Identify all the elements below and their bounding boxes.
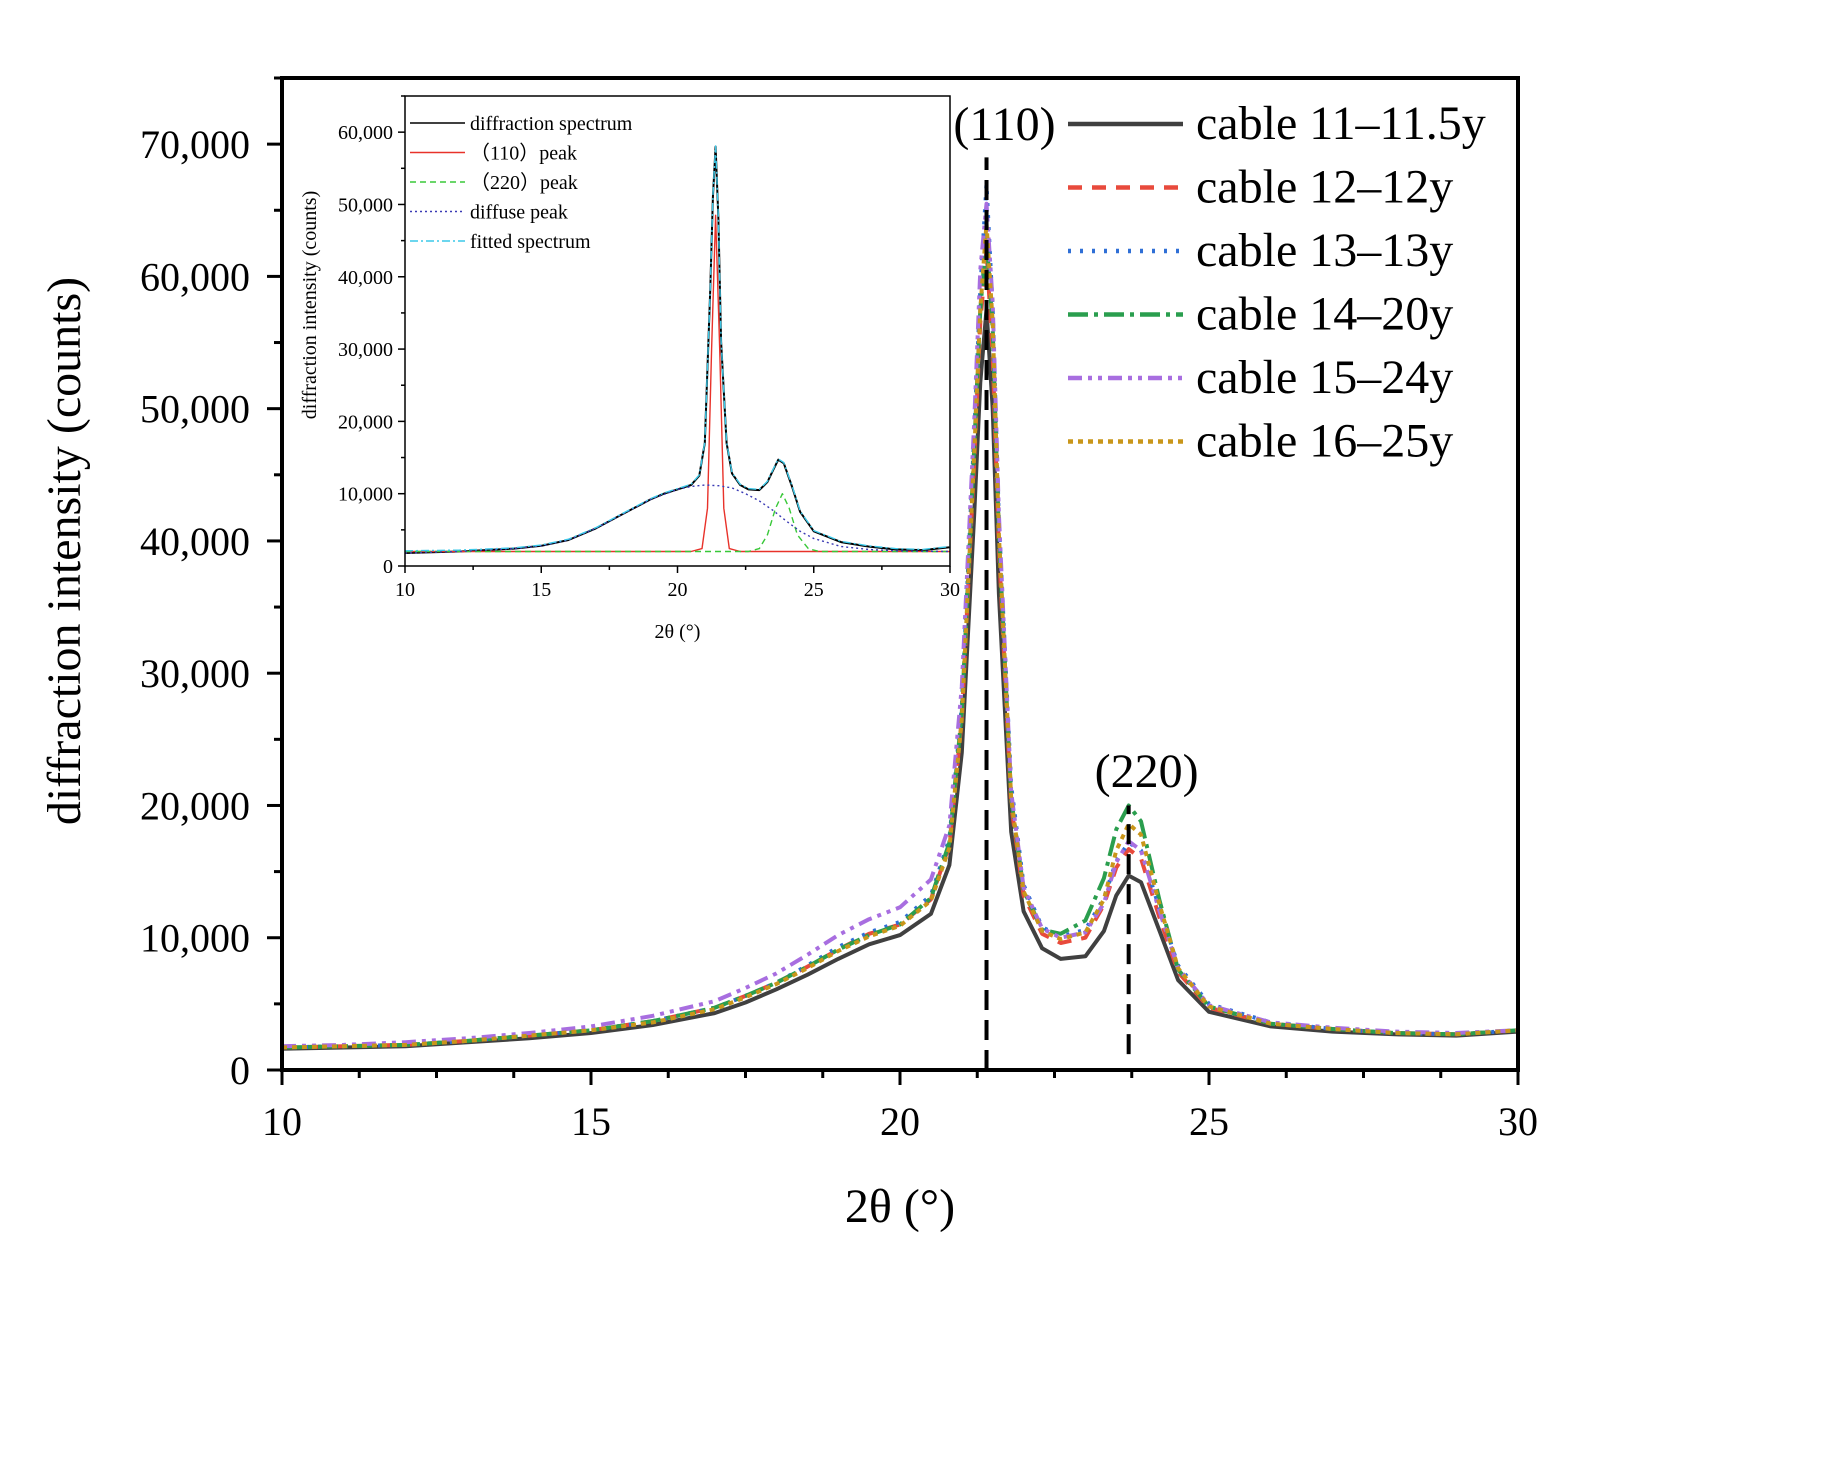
- legend-label-cable-15-24y: cable 15–24y: [1196, 351, 1453, 404]
- inset-x-axis-title: 2θ (°): [655, 621, 701, 643]
- inset-legend-label-diffraction-spectrum: diffraction spectrum: [470, 113, 633, 135]
- y-tick-label: 30,000: [140, 651, 250, 696]
- legend-label-cable-13-13y: cable 13–13y: [1196, 224, 1453, 277]
- inset-legend: diffraction spectrum （110）peak （220）peak di…: [410, 113, 633, 253]
- x-tick-label: 30: [1498, 1099, 1538, 1144]
- inset-background: [405, 96, 950, 566]
- x-tick-label: 20: [880, 1099, 920, 1144]
- main-chart: 10 15 20 25 30 0 10,000 20,000 30,000 40,000 50,00…: [38, 76, 1538, 1233]
- peak-annotation-220: (220): [1095, 745, 1199, 798]
- legend-label-cable-16-25y: cable 16–25y: [1196, 415, 1453, 468]
- inset-chart: 10 15 20 25 30 0 10,000 20,000 30,000 40,000 50,00…: [299, 95, 960, 643]
- y-tick-label: 60,000: [140, 254, 250, 299]
- inset-series-group: [405, 145, 950, 554]
- legend-label-cable-14-20y: cable 14–20y: [1196, 288, 1453, 341]
- x-tick-label: 15: [571, 1099, 611, 1144]
- inset-series-line-220-peak: [405, 493, 950, 553]
- inset-x-tick-label: 20: [668, 579, 688, 601]
- inset-legend-label-110-peak: （110）peak: [470, 142, 577, 165]
- inset-y-tick-label: 40,000: [338, 267, 393, 289]
- inset-y-tick-label: 60,000: [338, 122, 393, 144]
- legend-label-cable-12-12y: cable 12–12y: [1196, 161, 1453, 214]
- x-axis-title: 2θ (°): [845, 1180, 955, 1233]
- inset-y-tick-label: 10,000: [338, 484, 393, 506]
- inset-x-tick-label: 15: [531, 579, 551, 601]
- legend-label-cable-11-11-5y: cable 11–11.5y: [1196, 97, 1486, 150]
- y-tick-label: 70,000: [140, 122, 250, 167]
- inset-series-line-110-peak: [405, 214, 950, 553]
- inset-legend-label-220-peak: （220）peak: [470, 171, 578, 194]
- main-legend: cable 11–11.5y cable 12–12y cable 13–13y ca…: [1068, 97, 1486, 468]
- inset-y-tick-label: 30,000: [338, 339, 393, 361]
- peak-annotation-110: (110): [953, 98, 1055, 151]
- inset-x-tick-label: 25: [804, 579, 824, 601]
- inset-x-tick-label: 10: [395, 579, 415, 601]
- x-tick-label: 10: [262, 1099, 302, 1144]
- y-tick-label: 10,000: [140, 916, 250, 961]
- inset-y-tick-label: 0: [383, 556, 393, 578]
- x-tick-label: 25: [1189, 1099, 1229, 1144]
- inset-y-tick-label: 20,000: [338, 411, 393, 433]
- inset-series-line-diffuse-peak: [405, 484, 950, 554]
- inset-legend-label-diffuse-peak: diffuse peak: [470, 202, 568, 224]
- y-tick-label: 40,000: [140, 519, 250, 564]
- inset-x-tick-label: 30: [940, 579, 960, 601]
- inset-y-axis-title: diffraction intensity (counts): [299, 191, 321, 419]
- y-tick-label: 0: [230, 1048, 250, 1093]
- y-tick-label: 50,000: [140, 387, 250, 432]
- inset-legend-label-fitted-spectrum: fitted spectrum: [470, 231, 591, 253]
- inset-y-tick-label: 50,000: [338, 194, 393, 216]
- inset-series-line-fitted-spectrum: [405, 145, 950, 552]
- y-tick-label: 20,000: [140, 783, 250, 828]
- y-axis-title: diffraction intensity (counts): [38, 277, 91, 825]
